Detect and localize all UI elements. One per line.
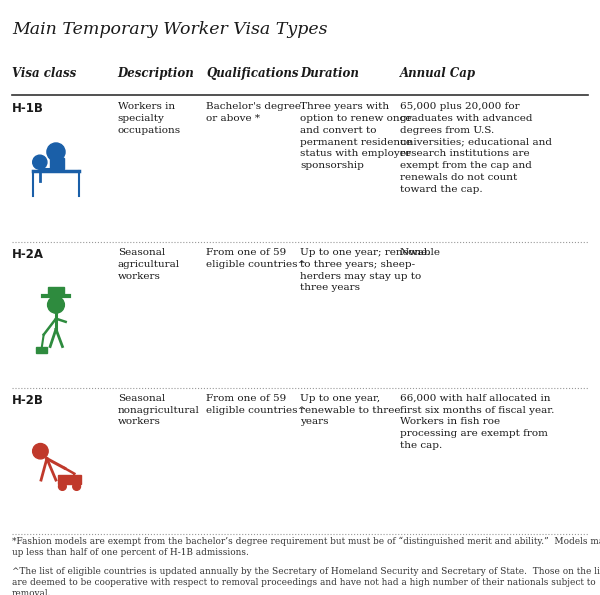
- Text: Duration: Duration: [300, 67, 359, 80]
- Text: Up to one year,
renewable to three
years: Up to one year, renewable to three years: [300, 394, 401, 426]
- Text: *Fashion models are exempt from the bachelor’s degree requirement but must be of: *Fashion models are exempt from the bach…: [12, 537, 600, 557]
- Circle shape: [32, 443, 48, 459]
- Text: From one of 59
eligible countries^: From one of 59 eligible countries^: [206, 394, 306, 415]
- Text: From one of 59
eligible countries^: From one of 59 eligible countries^: [206, 248, 306, 269]
- Bar: [36, 346, 47, 353]
- Text: Seasonal
agricultural
workers: Seasonal agricultural workers: [118, 248, 180, 280]
- Circle shape: [47, 143, 65, 161]
- Text: H-2A: H-2A: [12, 248, 44, 261]
- Text: Description: Description: [118, 67, 194, 80]
- Text: H-2B: H-2B: [12, 394, 44, 407]
- Text: Seasonal
nonagricultural
workers: Seasonal nonagricultural workers: [118, 394, 200, 426]
- Circle shape: [47, 296, 64, 313]
- Text: 66,000 with half allocated in
first six months of fiscal year.
Workers in fish r: 66,000 with half allocated in first six …: [400, 394, 554, 450]
- Text: Three years with
option to renew once
and convert to
permanent residence
status : Three years with option to renew once an…: [300, 102, 412, 170]
- Text: Up to one year; renewable
to three years; sheep-
herders may stay up to
three ye: Up to one year; renewable to three years…: [300, 248, 440, 292]
- Bar: [48, 287, 64, 296]
- Text: Workers in
specialty
occupations: Workers in specialty occupations: [118, 102, 181, 134]
- Circle shape: [32, 155, 47, 169]
- Text: H-1B: H-1B: [12, 102, 44, 115]
- Text: Annual Cap: Annual Cap: [400, 67, 476, 80]
- Circle shape: [73, 483, 80, 490]
- Text: ^​The list of eligible countries is updated annually by the Secretary of Homelan: ^​The list of eligible countries is upda…: [12, 567, 600, 595]
- Text: 65,000 plus 20,000 for
graduates with advanced
degrees from U.S.
universities; e: 65,000 plus 20,000 for graduates with ad…: [400, 102, 552, 194]
- Text: None.: None.: [400, 248, 431, 257]
- Circle shape: [59, 483, 66, 490]
- Text: Visa class: Visa class: [12, 67, 76, 80]
- Text: Main Temporary Worker Visa Types: Main Temporary Worker Visa Types: [12, 20, 328, 37]
- Text: Qualifications: Qualifications: [206, 67, 298, 80]
- Bar: [58, 475, 81, 484]
- Text: Bachelor's degree
or above *: Bachelor's degree or above *: [206, 102, 301, 123]
- Bar: [50, 158, 64, 169]
